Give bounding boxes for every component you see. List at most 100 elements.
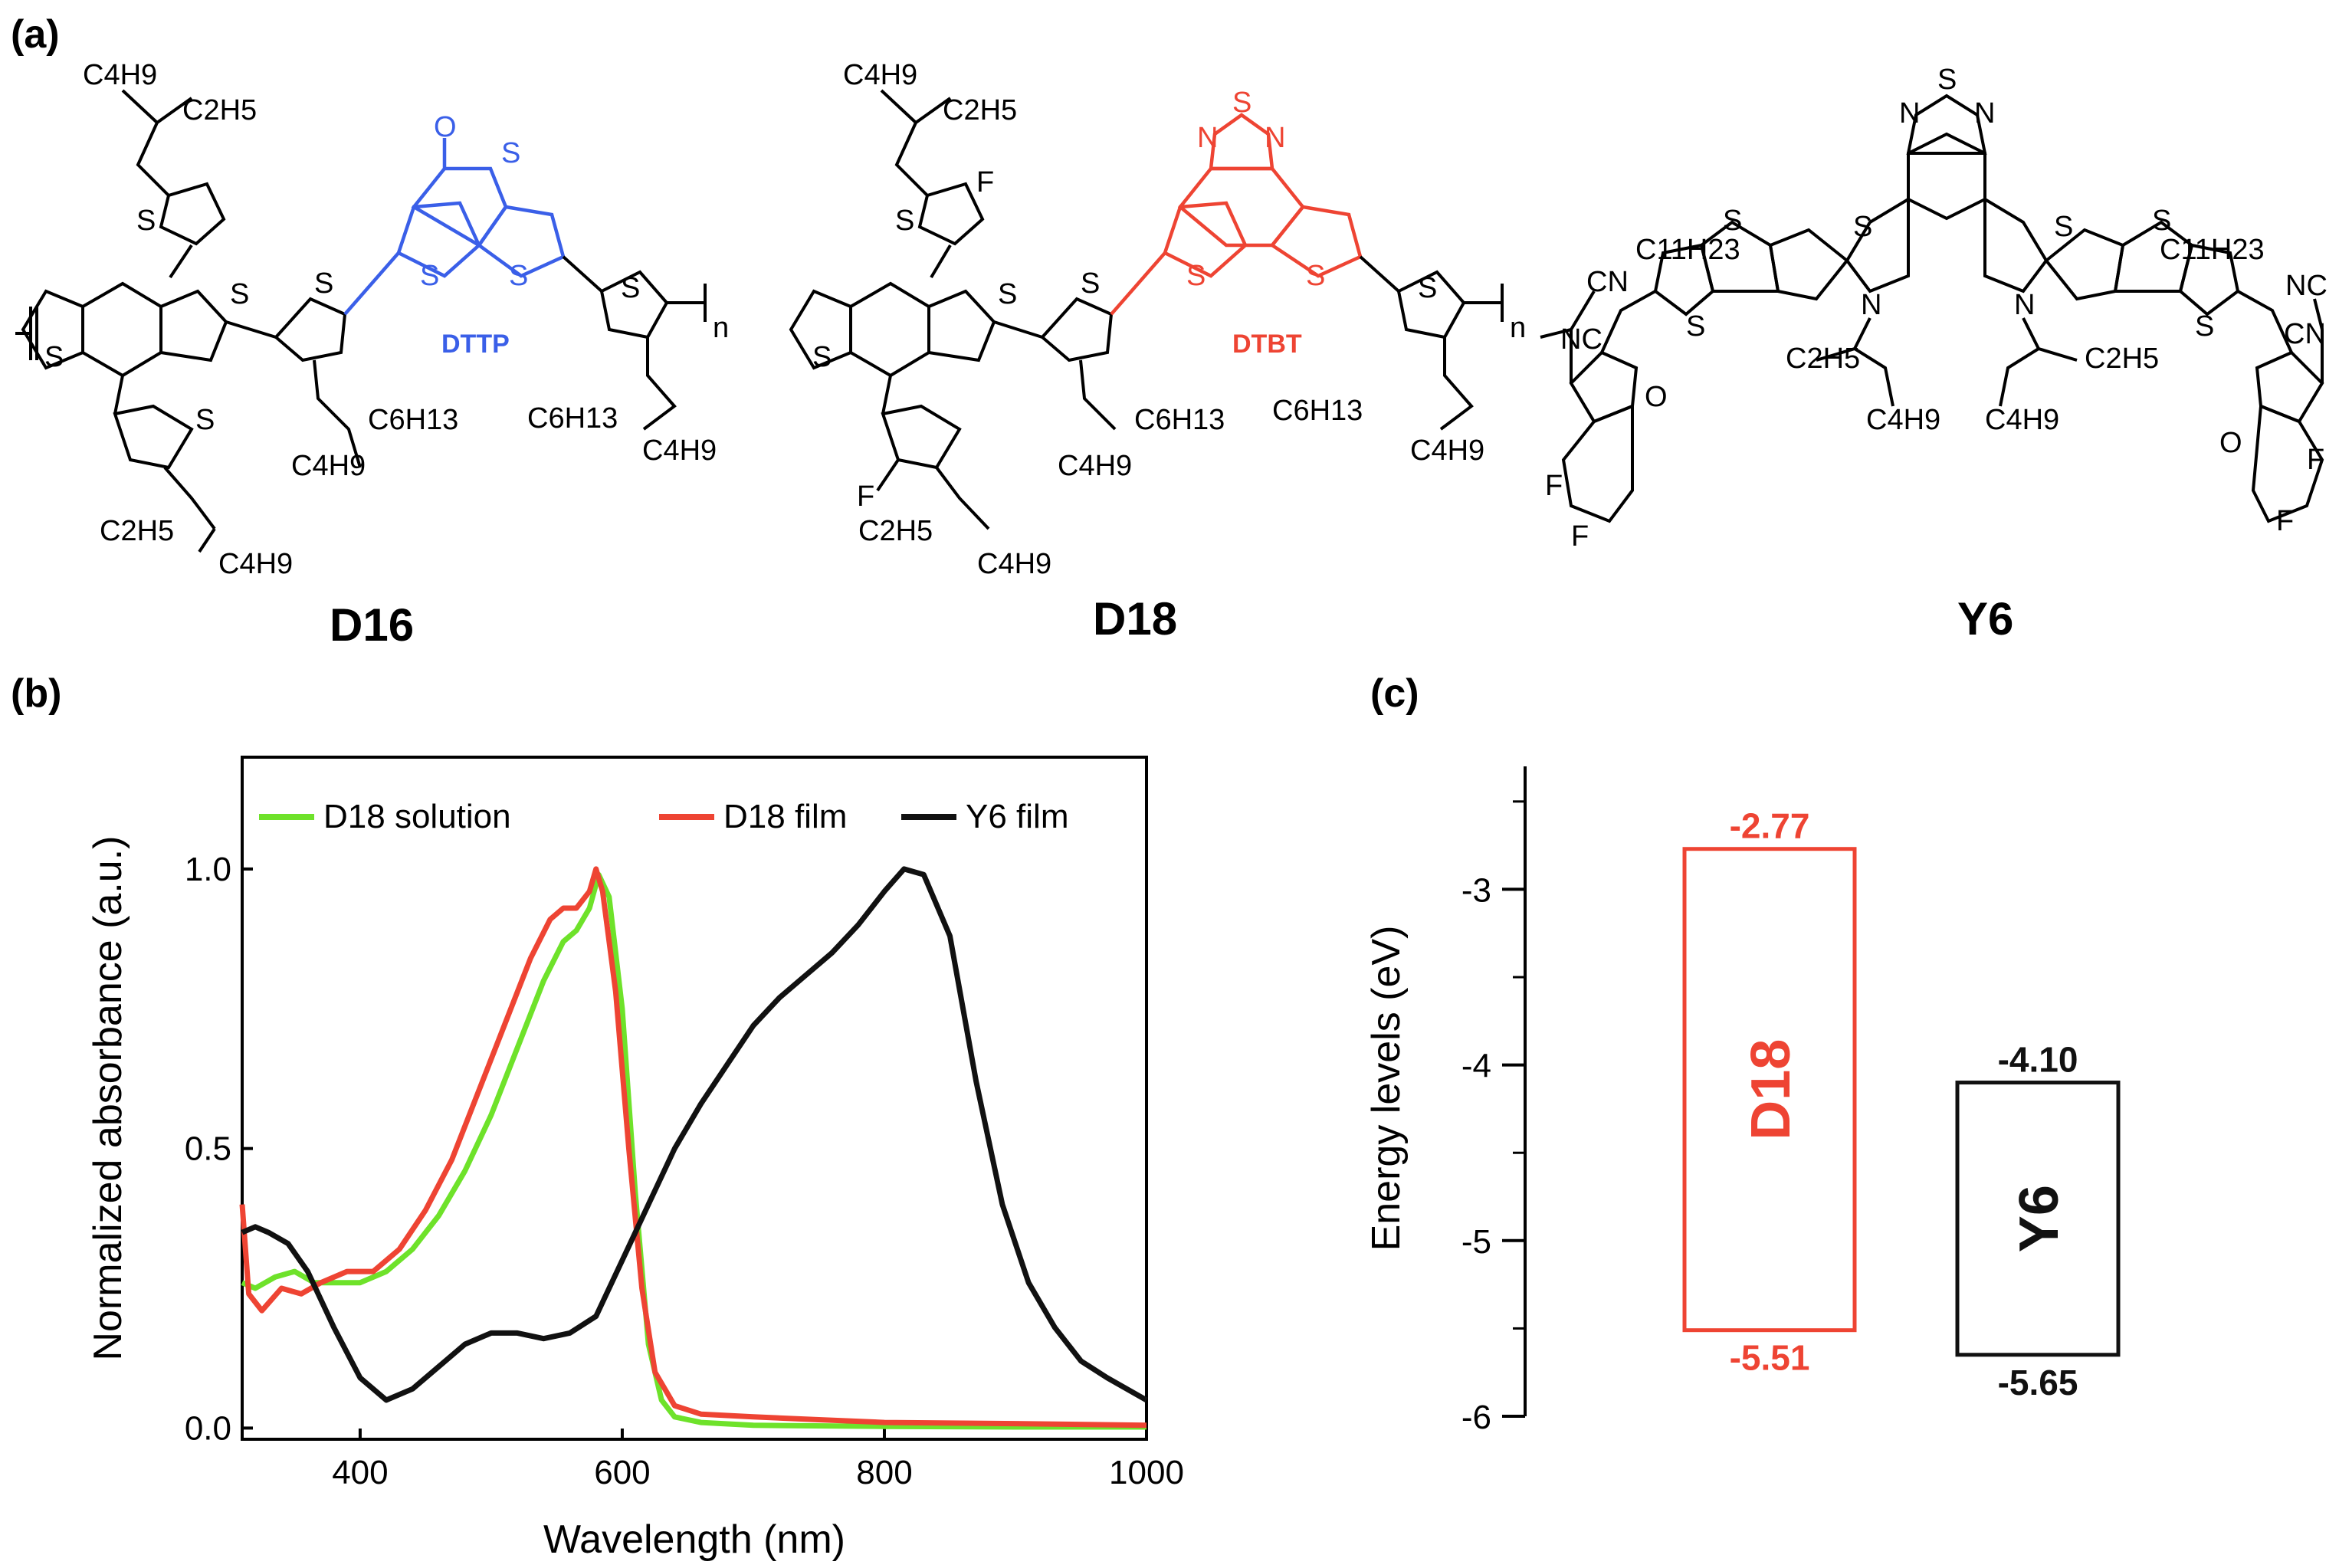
d16-bond [169,244,193,279]
legend-label: D18 film [723,798,847,835]
d16-bond [642,337,677,431]
d18-atom-s: S [812,341,832,373]
y6-bond [2237,290,2293,353]
d18-fragment-label: DTBT [1232,330,1302,359]
d16-atom-s: S [621,272,640,304]
d18-dtbt-ring [1209,113,1274,171]
y6-bond [2313,298,2324,383]
panel-label-b: (b) [11,671,61,716]
d18-bond [930,244,952,279]
y6-atom-n: N [1974,97,1995,130]
energy-tick-label: -5 [1461,1223,1491,1261]
x-tick-label: 600 [594,1454,650,1491]
y6-atom-s: S [2152,205,2171,237]
y6-atom-s: S [1853,211,1872,243]
series-line-3 [241,866,1148,1403]
d18-atom-n: N [1197,122,1218,154]
d16-bond [225,320,277,339]
d16-repeat-n: n [713,312,729,344]
d18-bond [881,375,892,415]
d16-dttp-ring [476,205,566,278]
y6-atom-nc: NC [1560,323,1603,356]
d16-atom-s: S [195,404,215,436]
legend-label: Y6 film [966,798,1068,835]
d16-bond [667,284,707,322]
y6-ring [2178,243,2240,317]
d18-repeat-n: n [1510,312,1526,344]
d16-atom-s: S [501,137,520,169]
y6-ring [1845,196,1910,294]
d16-dttp-ring [396,201,481,278]
y6-ring [1569,350,1639,424]
y6-atom-o: O [2219,427,2242,459]
d18-atom-c4h9: C4H9 [977,548,1051,580]
y6-atom-c2h5: C2H5 [1786,343,1860,375]
y6-ring [1983,196,2049,294]
plot-frame [241,756,1148,1441]
y6-atom-o: O [1645,381,1668,413]
d18-bond [1359,255,1400,293]
d16-atom-s: S [230,278,249,310]
y6-bond [1600,290,1656,353]
d16-bond [562,255,603,293]
panel-label-c: (c) [1370,671,1419,716]
y6-atom-n: N [1861,289,1881,321]
d16-ring [159,289,228,362]
y6-atom-s: S [1723,205,1742,237]
y6-ring [2251,404,2324,523]
energy-tick-label: -4 [1461,1048,1491,1085]
homo-label: -5.51 [1730,1338,1810,1378]
d18-ring [1040,297,1114,362]
y6-ring [1907,132,1986,221]
y6-bond [1540,290,1596,383]
d18-bond [993,320,1043,339]
d16-ring [113,404,194,470]
absorbance-chart: 400 600 800 1000 0.0 0.5 1.0 D18 solution D18 … [86,756,1184,1562]
d16-atom-c4h9: C4H9 [83,59,157,91]
d18-bond [880,89,952,197]
d18-bond [876,458,990,530]
d18-atom-s: S [1306,260,1325,292]
d18-dtbt-ring [1269,205,1363,278]
d18-bond [1110,251,1166,316]
d18-ring [1396,270,1466,340]
y6-ring [1906,93,1987,155]
y6-atom-cn: CN [2284,318,2326,350]
d16-ring [81,281,162,378]
d18-ring [849,281,930,378]
y6-ring [1653,243,1715,317]
d16-atom-c4h9: C4H9 [642,435,717,467]
y6-ring [1561,404,1634,523]
d18-atom-c4h9: C4H9 [843,59,917,91]
y6-atom-s: S [1937,64,1957,96]
y6-atom-cn: CN [1586,266,1629,298]
d18-atom-c2h5: C2H5 [943,94,1017,126]
y6-bond [1999,317,2078,407]
y-tick-label: 1.0 [185,851,231,888]
d16-atom-s: S [509,260,528,292]
d18-ring [917,182,985,246]
d16-atom-s: S [314,267,333,300]
series-line-2 [239,866,1147,1429]
d16-atom-c2h5: C2H5 [182,94,257,126]
d16-name: D16 [330,599,414,651]
y6-atom-s: S [2054,211,2073,243]
x-axis-title: Wavelength (nm) [543,1517,845,1562]
d18-structure: C4H9 C2H5 F S S S S N S N S S DTBT S n [789,59,1526,580]
d16-bond [121,89,193,197]
y6-ring [1768,228,1849,301]
d18-bond [1464,284,1504,322]
d16-bond [113,375,124,415]
y-tick-label: 0.0 [185,1409,231,1447]
lumo-label: -2.77 [1730,806,1810,846]
y6-bond [1816,317,1894,407]
d18-atom-s: S [895,205,914,237]
x-tick-label: 400 [332,1454,388,1491]
y6-name: Y6 [1957,593,2013,645]
d16-atom-c6h13: C6H13 [368,404,458,436]
y6-atom-c11h23: C11H23 [2160,234,2265,266]
energy-level-chart: -3 -4 -5 -6 -2.77 -5.51 D18 -4.10 -5.65 Y6 Energ… [1364,766,2121,1436]
d18-atom-f: F [976,166,994,198]
y6-atom-f: F [2307,444,2324,476]
